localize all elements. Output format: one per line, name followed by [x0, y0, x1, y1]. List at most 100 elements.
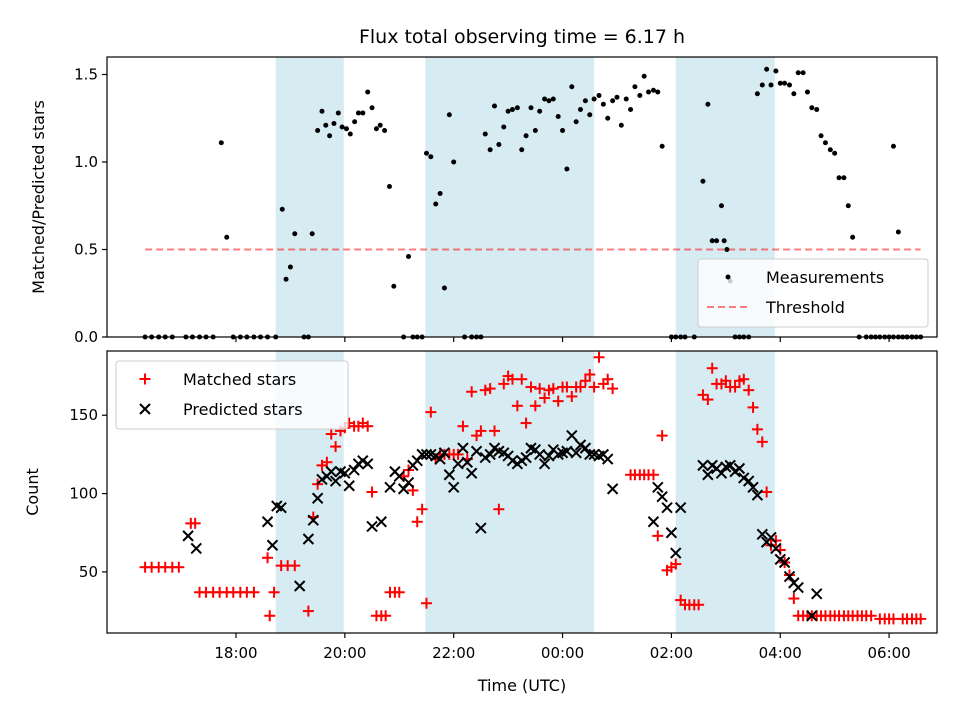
measurement-point: [550, 96, 556, 102]
predicted-star-point: [570, 447, 582, 459]
measurement-point: [814, 107, 820, 112]
measurement-point: [845, 203, 851, 209]
measurement-point: [718, 203, 724, 209]
measurement-point: [365, 89, 371, 95]
predicted-star-point: [402, 476, 415, 489]
measurement-point: [287, 264, 293, 270]
predicted-star-point: [275, 501, 287, 514]
measurement-point: [428, 154, 434, 160]
measurement-point: [618, 122, 624, 128]
count-plot-frame: [106, 350, 938, 634]
measurement-point: [809, 105, 815, 111]
measurement-point: [836, 175, 842, 181]
predicted-star-point: [661, 501, 673, 514]
measurement-point: [614, 94, 620, 100]
measurement-point: [560, 128, 566, 133]
matched-star-point: [865, 610, 877, 622]
matched-star-point: [268, 586, 280, 598]
matched-star-point: [552, 395, 564, 407]
measurement-point: [822, 140, 828, 146]
measurement-point: [659, 143, 665, 149]
matched-star-point: [493, 503, 505, 515]
matched-star-point: [915, 613, 927, 625]
measurement-point: [637, 93, 643, 98]
predicted-star-point: [447, 481, 460, 494]
matched-star-point: [887, 613, 899, 625]
predicted-star-point: [470, 445, 483, 457]
predicted-star-point: [538, 458, 551, 470]
predicted-star-point: [443, 469, 456, 481]
measurement-point: [369, 105, 375, 111]
predicted-star-point: [438, 447, 451, 459]
measurement-point: [546, 98, 552, 104]
predicted-star-point: [606, 483, 619, 495]
measurement-point: [768, 82, 774, 88]
matched-star-point: [697, 389, 709, 401]
measurement-point: [327, 133, 333, 139]
predicted-star-point: [561, 445, 573, 457]
legend-measurements-marker: [725, 274, 731, 280]
matched-star-point: [489, 425, 501, 437]
matched-star-point: [670, 558, 682, 570]
matched-star-point: [420, 597, 432, 609]
matched-star-point: [484, 383, 496, 395]
matched-star-point: [525, 381, 537, 393]
predicted-star-point: [665, 527, 678, 539]
measurement-point: [509, 107, 515, 112]
ratio-y-tick-label: 0.5: [74, 241, 98, 259]
matched-star-point: [380, 610, 392, 622]
predicted-star-point: [697, 459, 709, 472]
measurement-point: [650, 87, 656, 93]
measurement-point: [542, 96, 548, 102]
matched-star-point: [761, 486, 773, 498]
measurement-point: [764, 66, 770, 72]
ratio-legend: Measurements Threshold: [697, 258, 929, 328]
measurement-point: [339, 124, 345, 130]
predicted-star-point: [520, 451, 532, 464]
matched-star-point: [516, 373, 528, 385]
measurement-point: [446, 112, 452, 118]
matched-star-point: [656, 430, 668, 442]
matched-star-point: [498, 378, 510, 390]
matched-star-point: [702, 394, 714, 406]
matched-star-point: [466, 386, 478, 398]
predicted-star-point: [190, 542, 202, 555]
legend-matched-marker: [139, 373, 151, 385]
matched-star-point: [173, 561, 185, 573]
measurement-point: [600, 101, 606, 107]
measurement-point: [292, 231, 298, 237]
predicted-star-point: [348, 464, 360, 476]
measurement-point: [406, 254, 412, 259]
measurement-point: [373, 126, 379, 132]
measurement-point: [377, 122, 383, 128]
ratio-legend-box: [697, 258, 929, 328]
predicted-star-point: [670, 547, 682, 559]
count-y-tick-label: 100: [69, 485, 98, 503]
measurement-point: [827, 147, 833, 153]
matched-star-point: [575, 381, 587, 393]
matched-star-point: [743, 384, 755, 396]
ratio-y-tick-label: 1.0: [74, 153, 98, 171]
legend-threshold-label: Threshold: [765, 298, 845, 317]
measurement-point: [605, 115, 611, 121]
matched-star-point: [534, 383, 546, 395]
matched-star-point: [738, 373, 750, 385]
measurement-point: [759, 82, 765, 88]
matched-star-point: [579, 375, 591, 387]
matched-star-point: [262, 552, 274, 564]
matched-star-point: [539, 392, 551, 404]
matched-star-point: [425, 406, 437, 418]
measurement-point: [646, 89, 652, 95]
matched-star-point: [325, 428, 337, 440]
measurement-point: [352, 119, 358, 125]
predicted-star-point: [602, 453, 614, 465]
measurement-point: [355, 110, 361, 116]
predicted-star-point: [465, 467, 478, 479]
measurement-point: [482, 131, 488, 137]
predicted-star-point: [266, 539, 279, 551]
measurement-point: [218, 140, 224, 146]
measurement-point: [569, 84, 575, 90]
count-panel: 50 100 150 18:00 20:00 22:00 00:00 02:00 04:00 0…: [23, 350, 938, 695]
ratio-shaded-interval: [275, 57, 344, 337]
predicted-star-point: [325, 465, 337, 478]
